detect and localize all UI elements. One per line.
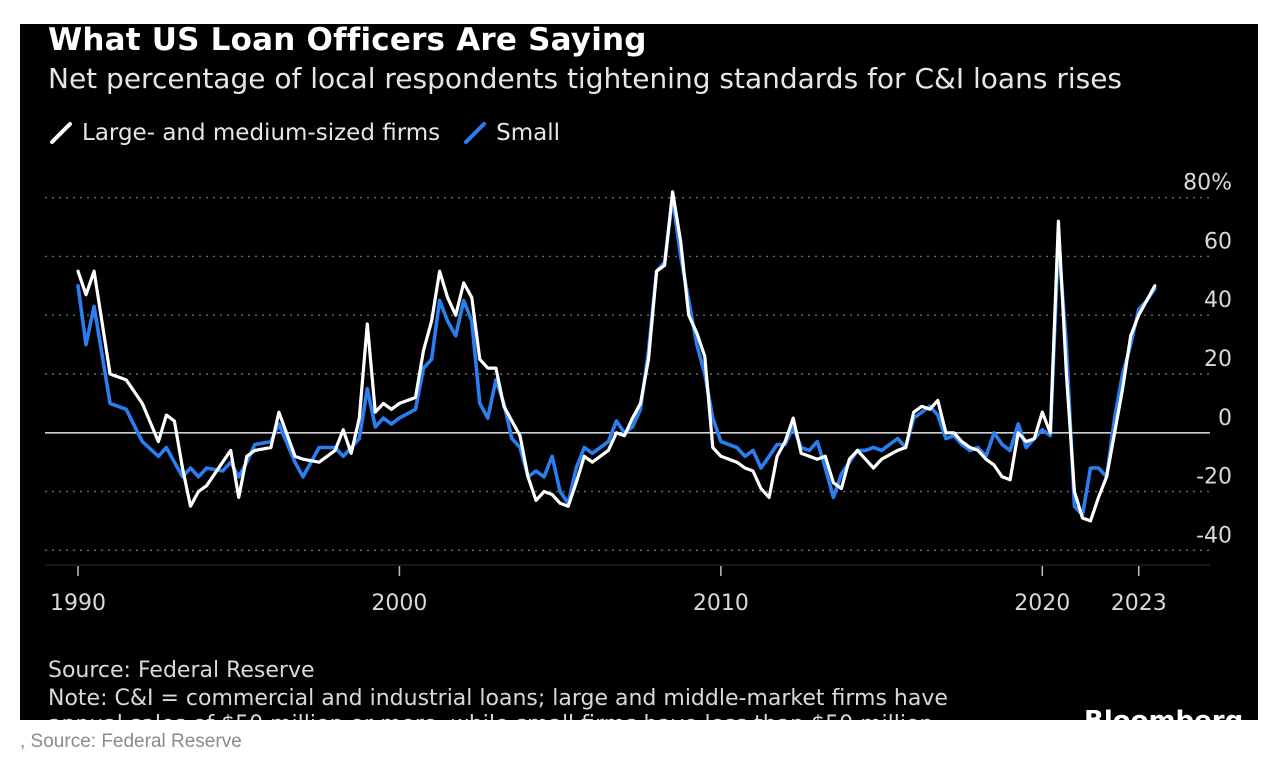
legend-label-small: Small: [496, 120, 561, 146]
chart-title: What US Loan Officers Are Saying: [48, 24, 647, 58]
y-tick-label: 0: [1218, 406, 1232, 431]
y-tick-label: -40: [1196, 523, 1232, 548]
plot-area: 80% 60 40 20 0 -20 -40 1990 2000 2010 2020 2023: [45, 171, 1232, 616]
chart-panel: What US Loan Officers Are Saying Net per…: [20, 24, 1258, 720]
y-tick-label: 80%: [1183, 171, 1232, 196]
x-tick-label: 2000: [371, 591, 427, 616]
bloomberg-logo: Bloomberg: [1084, 706, 1243, 720]
legend-item-large-medium: Large- and medium-sized firms: [48, 120, 440, 146]
y-tick-label: -20: [1196, 465, 1232, 490]
y-tick-label: 60: [1204, 229, 1232, 254]
legend-swatch-large-medium: [50, 122, 72, 144]
x-tick-label: 2010: [693, 591, 749, 616]
x-tick-label: 1990: [50, 591, 106, 616]
legend: Large- and medium-sized firms Small: [48, 120, 572, 146]
source-text: Source: Federal Reserve: [48, 658, 315, 683]
series-line-large-medium: [76, 190, 1157, 523]
legend-label-large-medium: Large- and medium-sized firms: [82, 120, 441, 146]
legend-item-small: Small: [462, 120, 560, 146]
x-tick-label: 2023: [1111, 591, 1167, 616]
note-text-continued: annual sales of $50 million or more, whi…: [48, 712, 933, 720]
chart-subtitle: Net percentage of local respondents tigh…: [48, 62, 1123, 95]
legend-swatch-small: [464, 122, 487, 144]
series-line-small: [76, 195, 1157, 517]
x-tick-label: 2020: [1014, 591, 1070, 616]
y-tick-label: 40: [1204, 288, 1232, 313]
image-caption: , Source: Federal Reserve: [20, 731, 242, 752]
note-text: Note: C&I = commercial and industrial lo…: [48, 686, 948, 711]
y-tick-label: 20: [1204, 347, 1232, 372]
